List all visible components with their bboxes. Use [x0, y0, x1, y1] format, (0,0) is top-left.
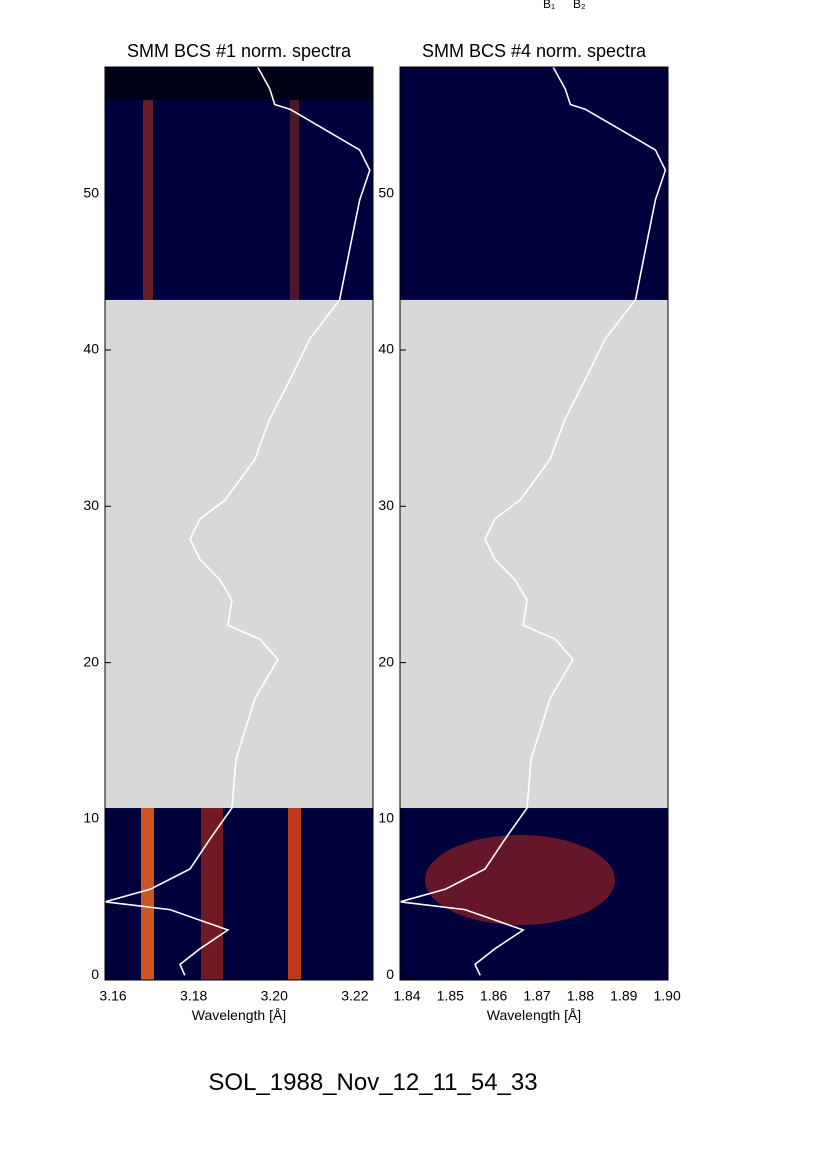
- panel-title: SMM BCS #4 norm. spectra: [422, 41, 647, 61]
- x-tick-label: 3.22: [341, 988, 368, 1004]
- light-curve: [104, 66, 371, 976]
- y-tick-label: 30: [83, 497, 99, 513]
- x-tick-label: 1.84: [393, 988, 420, 1004]
- annotation: B₂: [573, 0, 586, 11]
- x-axis-label: Wavelength [Å]: [192, 1007, 286, 1023]
- y-tick-label: 50: [83, 184, 99, 200]
- x-tick-label: 1.86: [480, 988, 507, 1004]
- x-tick-label: 1.85: [437, 988, 464, 1004]
- y-tick-label: 10: [83, 810, 99, 826]
- x-tick-label: 3.18: [180, 988, 207, 1004]
- y-tick-label: 40: [378, 341, 394, 357]
- x-tick-label: 3.20: [261, 988, 288, 1004]
- y-tick-label: 40: [83, 341, 99, 357]
- x-tick-label: 1.90: [654, 988, 681, 1004]
- figure-footer: SOL_1988_Nov_12_11_54_33: [208, 1069, 537, 1096]
- data-gap: [105, 299, 373, 809]
- data-gap: [400, 299, 668, 809]
- y-tick-label: 0: [386, 966, 394, 982]
- panel-title: SMM BCS #1 norm. spectra: [127, 41, 352, 61]
- plot-frame: [104, 66, 374, 981]
- x-tick-label: 1.88: [567, 988, 594, 1004]
- y-tick-label: 10: [378, 810, 394, 826]
- x-axis-label: Wavelength [Å]: [487, 1007, 581, 1023]
- y-tick-label: 20: [378, 653, 394, 669]
- annotation: B₁: [543, 0, 555, 11]
- light-curve: [399, 66, 667, 976]
- y-tick-label: 0: [91, 966, 99, 982]
- y-tick-label: 20: [83, 653, 99, 669]
- y-tick-label: 50: [378, 184, 394, 200]
- x-tick-label: 1.89: [610, 988, 637, 1004]
- plot-frame: [399, 66, 669, 981]
- x-tick-label: 1.87: [523, 988, 550, 1004]
- y-tick-label: 30: [378, 497, 394, 513]
- x-tick-label: 3.16: [99, 988, 126, 1004]
